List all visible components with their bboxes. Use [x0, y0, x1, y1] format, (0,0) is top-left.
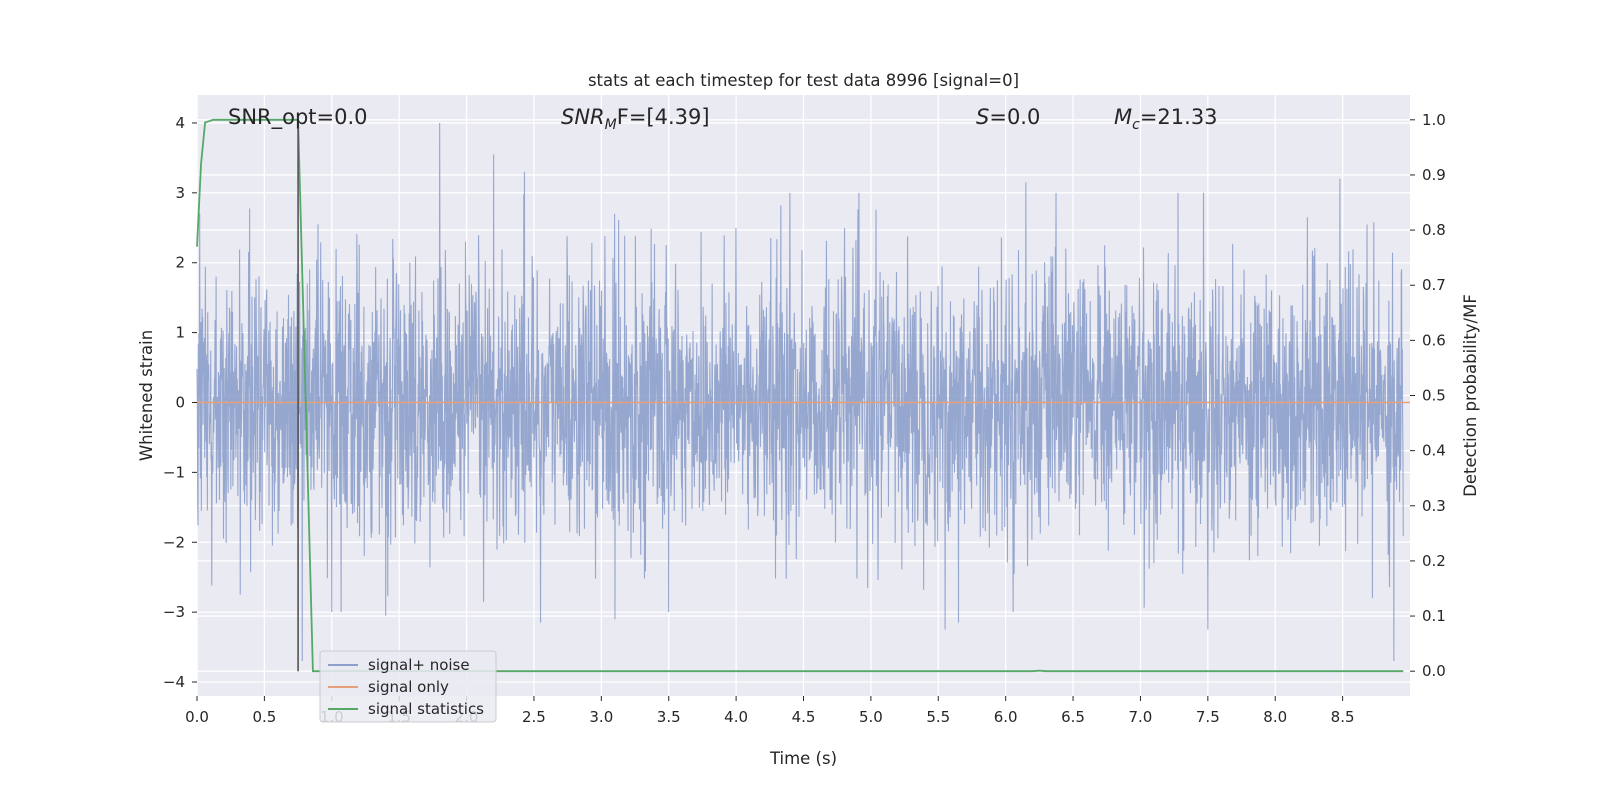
y2-tick-label: 0.8: [1422, 221, 1446, 239]
annotation-s-symbol: S: [976, 105, 989, 129]
y-tick-label: 1: [175, 324, 185, 342]
y-tick-label: −3: [163, 603, 185, 621]
y2-tick-label: 0.3: [1422, 497, 1446, 515]
y-tick-label: 0: [175, 393, 185, 411]
y-tick-label: 3: [175, 184, 185, 202]
annotation-s: S=0.0: [976, 105, 1040, 129]
legend-label: signal+ noise: [368, 656, 470, 674]
y-tick-label: −2: [163, 533, 185, 551]
annotation-mc: Mc=21.33: [1114, 105, 1218, 133]
series-signal-plus-noise: [196, 122, 1404, 662]
annotation-mc-value: =21.33: [1140, 105, 1218, 129]
x-tick-label: 0.5: [252, 708, 276, 726]
annotation-snr-mf-symbol: SNR: [561, 105, 605, 129]
axis-ticks: 0.00.51.01.52.02.53.03.54.04.55.05.56.06…: [163, 111, 1446, 726]
x-tick-label: 3.0: [589, 708, 613, 726]
x-tick-label: 3.5: [657, 708, 681, 726]
y2-tick-label: 1.0: [1422, 111, 1446, 129]
x-tick-label: 0.0: [185, 708, 209, 726]
y-axis-label: Whitened strain: [137, 330, 156, 461]
legend-label: signal only: [368, 678, 449, 696]
legend-label: signal statistics: [368, 700, 484, 718]
x-tick-label: 7.5: [1196, 708, 1220, 726]
annotation-mc-subscript: c: [1132, 117, 1140, 133]
x-tick-label: 4.5: [792, 708, 816, 726]
y2-tick-label: 0.1: [1422, 607, 1446, 625]
y2-tick-label: 0.6: [1422, 331, 1446, 349]
annotation-snr-mf: SNRMF=[4.39]: [561, 105, 710, 133]
x-tick-label: 6.0: [994, 708, 1018, 726]
series-line-signal-statistics: [196, 118, 1404, 673]
chart-title: stats at each timestep for test data 899…: [588, 71, 1019, 90]
x-tick-label: 6.5: [1061, 708, 1085, 726]
series-line-signal-plus-noise: [196, 122, 1404, 662]
x-tick-label: 4.0: [724, 708, 748, 726]
legend-box: [319, 650, 497, 723]
y2-tick-label: 0.7: [1422, 276, 1446, 294]
y-tick-label: 2: [175, 254, 185, 272]
x-tick-label: 5.0: [859, 708, 883, 726]
y-tick-label: −4: [163, 673, 185, 691]
x-tick-label: 2.5: [522, 708, 546, 726]
x-tick-label: 5.5: [926, 708, 950, 726]
x-tick-label: 8.0: [1263, 708, 1287, 726]
y2-tick-label: 0.0: [1422, 662, 1446, 680]
annotation-snr-mf-subscript: M: [605, 117, 617, 133]
annotation-snr-opt: SNR_opt=0.0: [228, 105, 368, 130]
y-tick-label: −1: [163, 463, 185, 481]
annotation-s-value: =0.0: [989, 105, 1040, 129]
y2-tick-label: 0.2: [1422, 552, 1446, 570]
y-tick-label: 4: [175, 114, 185, 132]
x-tick-label: 7.0: [1129, 708, 1153, 726]
annotation-mc-symbol: M: [1114, 105, 1132, 129]
y2-axis-label: Detection probability/MF: [1461, 294, 1480, 497]
x-tick-label: 8.5: [1331, 708, 1355, 726]
y2-tick-label: 0.5: [1422, 387, 1446, 405]
y2-tick-label: 0.4: [1422, 442, 1446, 460]
annotation-snr-mf-value: F=[4.39]: [617, 105, 710, 129]
y2-tick-label: 0.9: [1422, 166, 1446, 184]
series-lines: [196, 118, 1410, 673]
chart-legend: signal+ noise signal only signal statistic…: [319, 650, 497, 723]
x-axis-label: Time (s): [769, 749, 837, 768]
